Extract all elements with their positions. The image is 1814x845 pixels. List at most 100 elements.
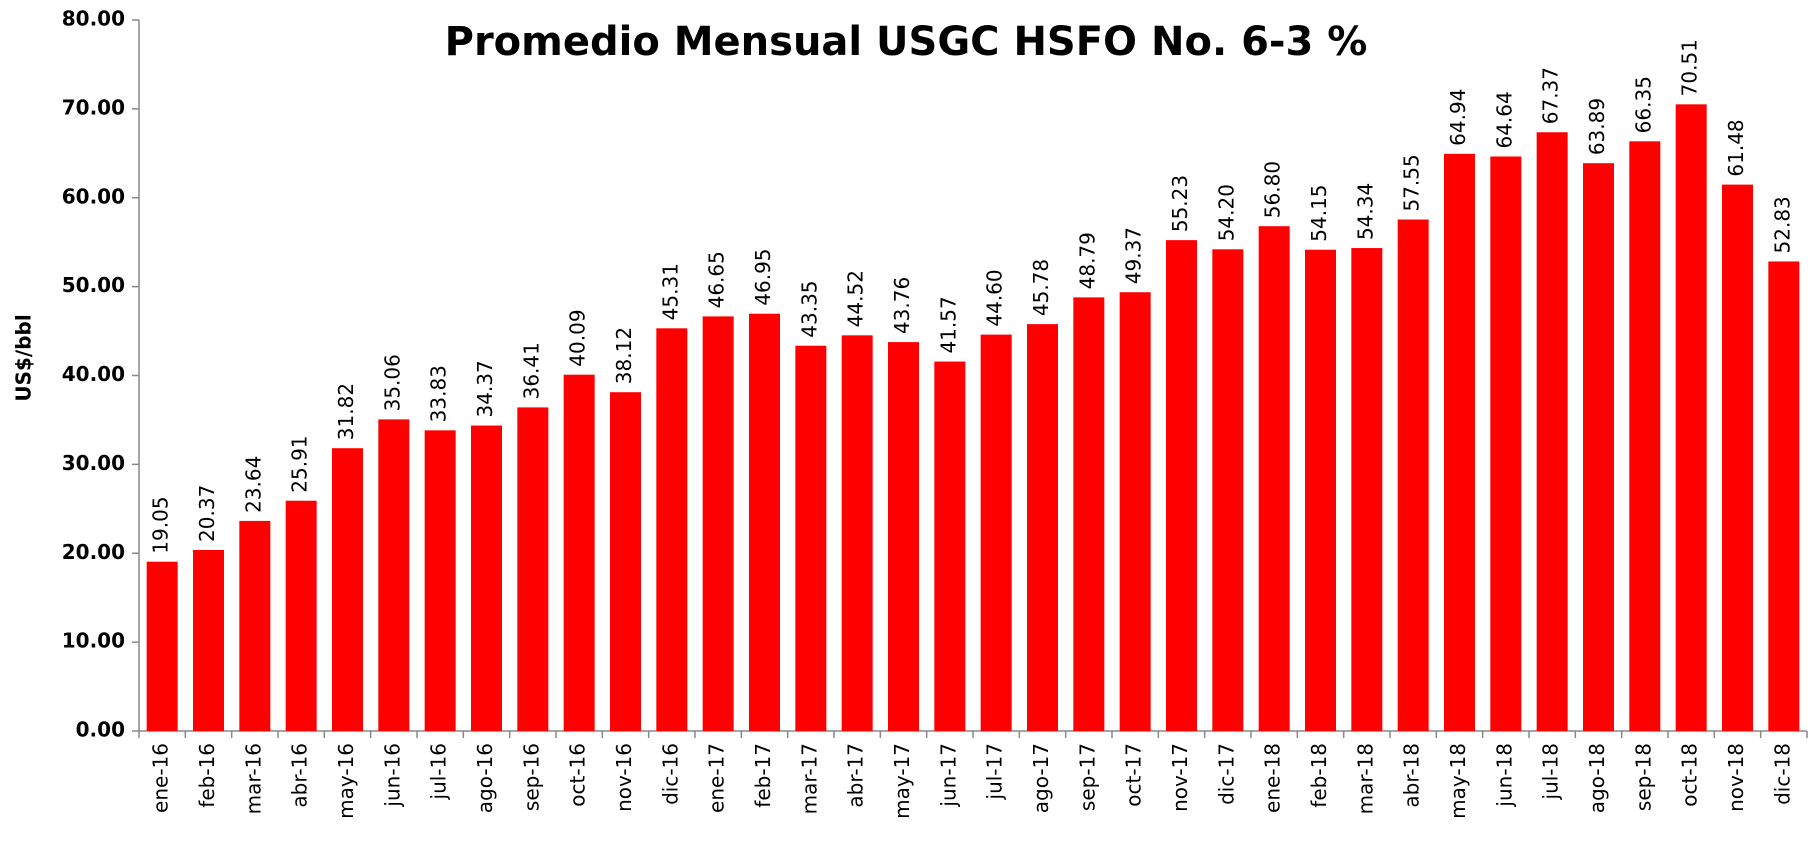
x-tick-label: oct-16 <box>566 743 590 807</box>
bar <box>1583 163 1614 732</box>
value-label: 64.94 <box>1446 89 1470 146</box>
bar <box>517 407 549 731</box>
x-tick-label: dic-16 <box>658 743 682 805</box>
x-tick-label: jul-17 <box>983 743 1007 800</box>
value-label: 44.52 <box>844 270 868 327</box>
value-label: 46.95 <box>751 248 775 305</box>
y-tick-label: 30.00 <box>62 451 125 475</box>
bar <box>1027 324 1058 731</box>
x-tick-label: feb-16 <box>195 743 219 808</box>
x-tick-label: feb-18 <box>1307 743 1331 808</box>
x-tick-label: ene-16 <box>149 743 173 813</box>
bar <box>1351 248 1383 731</box>
bar <box>1490 156 1522 732</box>
x-tick-label: sep-18 <box>1631 743 1655 811</box>
x-tick-label: may-16 <box>334 743 358 819</box>
bar <box>1305 249 1336 731</box>
x-tick-label: ene-17 <box>705 743 729 813</box>
x-tick-label: abr-16 <box>288 743 312 808</box>
x-tick-label: feb-17 <box>751 743 775 808</box>
value-label: 36.41 <box>519 342 543 399</box>
x-tick-label: sep-17 <box>1075 743 1099 811</box>
y-tick-label: 50.00 <box>62 273 125 297</box>
value-label: 43.76 <box>890 277 914 334</box>
value-label: 52.83 <box>1770 196 1794 253</box>
x-tick-label: mar-16 <box>241 743 265 814</box>
x-tick-label: may-17 <box>890 743 914 819</box>
y-tick-label: 80.00 <box>62 7 125 31</box>
value-label: 45.31 <box>658 263 682 320</box>
bar <box>841 335 873 731</box>
value-label: 54.15 <box>1307 184 1331 241</box>
bar <box>1212 249 1244 732</box>
value-label: 33.83 <box>427 365 451 422</box>
x-tick-label: mar-17 <box>797 743 821 814</box>
value-label: 25.91 <box>288 435 312 492</box>
y-tick-label: 20.00 <box>62 540 125 564</box>
value-label: 46.65 <box>705 251 729 308</box>
value-label: 31.82 <box>334 383 358 440</box>
x-tick-label: sep-16 <box>519 743 543 811</box>
x-tick-label: oct-17 <box>1122 743 1146 807</box>
bar <box>656 328 688 731</box>
x-tick-label: nov-16 <box>612 743 636 812</box>
value-label: 66.35 <box>1631 76 1655 133</box>
bar <box>1119 292 1151 731</box>
value-label: 54.34 <box>1353 183 1377 240</box>
x-tick-label: mar-18 <box>1353 743 1377 814</box>
x-tick-label: jun-18 <box>1492 743 1516 808</box>
bar <box>424 430 456 731</box>
value-label: 19.05 <box>149 496 173 553</box>
bar <box>1722 184 1753 731</box>
x-tick-label: ago-16 <box>473 743 497 813</box>
value-label: 48.79 <box>1075 232 1099 289</box>
value-label: 70.51 <box>1678 39 1702 96</box>
value-label: 35.06 <box>380 354 404 411</box>
value-label: 41.57 <box>936 296 960 353</box>
x-tick-label: ago-17 <box>1029 743 1053 813</box>
y-tick-label: 70.00 <box>62 95 125 119</box>
bar <box>239 520 271 731</box>
value-label: 64.64 <box>1492 91 1516 148</box>
y-axis-label: US$/bbl <box>12 314 36 401</box>
bar <box>332 448 363 731</box>
bar <box>795 345 827 731</box>
bar <box>1768 261 1800 731</box>
value-label: 20.37 <box>195 485 219 542</box>
y-tick-label: 0.00 <box>76 718 125 742</box>
bar <box>610 392 641 731</box>
value-label: 45.78 <box>1029 259 1053 316</box>
bar <box>285 500 317 731</box>
x-tick-label: dic-17 <box>1214 743 1238 805</box>
bar <box>378 419 410 731</box>
value-label: 43.35 <box>797 280 821 337</box>
bar <box>1397 219 1429 732</box>
bar <box>1675 104 1707 731</box>
x-tick-label: abr-18 <box>1400 743 1424 808</box>
value-label: 61.48 <box>1724 119 1748 176</box>
bar <box>1073 297 1105 731</box>
x-tick-label: ago-18 <box>1585 743 1609 813</box>
bar <box>749 313 780 731</box>
x-tick-label: ene-18 <box>1261 743 1285 813</box>
value-label: 56.80 <box>1261 161 1285 218</box>
x-tick-label: jul-18 <box>1539 743 1563 800</box>
bar <box>888 342 919 731</box>
bar <box>563 374 595 731</box>
bar <box>1536 132 1568 731</box>
x-tick-label: jun-17 <box>936 743 960 808</box>
value-label: 34.37 <box>473 360 497 417</box>
value-label: 49.37 <box>1122 227 1146 284</box>
bar <box>980 334 1012 731</box>
chart-title: Promedio Mensual USGC HSFO No. 6-3 % <box>445 19 1368 65</box>
bar <box>1629 141 1661 731</box>
x-tick-label: jun-16 <box>380 743 404 808</box>
bar <box>934 361 966 731</box>
value-label: 44.60 <box>983 269 1007 326</box>
bar <box>1258 226 1290 731</box>
bar <box>1444 153 1475 731</box>
value-label: 40.09 <box>566 309 590 366</box>
value-label: 55.23 <box>1168 175 1192 232</box>
x-tick-label: jul-16 <box>427 743 451 800</box>
